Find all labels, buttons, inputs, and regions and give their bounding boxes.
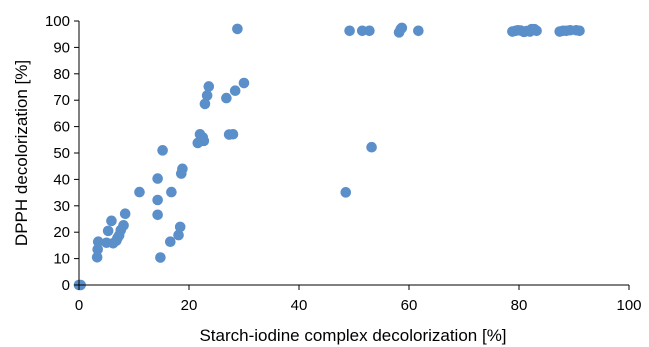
data-point [198,135,210,147]
y-tick-label: 30 [53,198,70,215]
data-point [396,22,408,34]
data-point [574,25,585,37]
x-tick-label: 0 [75,297,83,314]
y-axis-title: DPPH decolorization [%] [12,60,31,246]
data-point [238,77,250,89]
axes: 0 10 20 30 40 50 60 70 80 90 100 0 20 40 60 80 100 [45,13,642,314]
data-point [118,220,129,231]
data-point [413,25,424,37]
data-point [174,221,186,233]
data-point [232,23,243,35]
data-point [201,90,213,101]
x-tick-label: 60 [401,297,418,314]
y-tick-label: 70 [53,92,70,109]
x-tick-label: 40 [291,297,308,314]
data-point [134,186,145,198]
y-tick-label: 60 [53,119,70,136]
data-point [177,163,188,175]
data-point [91,251,103,263]
data-point [340,187,352,198]
data-point [155,252,166,263]
plot-area [73,22,585,291]
data-point [92,244,103,255]
data-point [152,209,163,221]
data-point [152,173,163,184]
y-tick-label: 90 [53,39,70,56]
data-point [364,25,375,37]
data-point [199,98,211,110]
x-tick-label: 80 [511,297,528,314]
data-point [102,225,114,237]
y-tick-label: 100 [45,13,70,30]
x-tick-label: 100 [616,297,641,314]
y-tick-label: 20 [53,224,70,241]
data-point [229,85,241,96]
y-tick-label: 80 [53,66,70,83]
data-point [166,186,177,198]
y-tick-label: 0 [62,277,70,294]
y-tick-label: 50 [53,145,70,162]
data-point [203,81,215,92]
data-point [152,194,163,206]
data-point [119,208,131,220]
data-point [344,25,355,37]
data-point [92,236,104,248]
data-point [227,128,239,140]
x-tick-label: 20 [181,297,198,314]
x-axis-title: Starch-iodine complex decolorization [%] [199,326,506,345]
data-point [106,215,117,227]
y-tick-label: 40 [53,171,70,188]
data-point [366,141,377,153]
data-point [157,145,168,156]
data-point [173,229,184,241]
data-point [531,25,542,37]
data-point [221,92,232,104]
data-point [165,236,176,248]
y-tick-label: 10 [53,251,70,268]
